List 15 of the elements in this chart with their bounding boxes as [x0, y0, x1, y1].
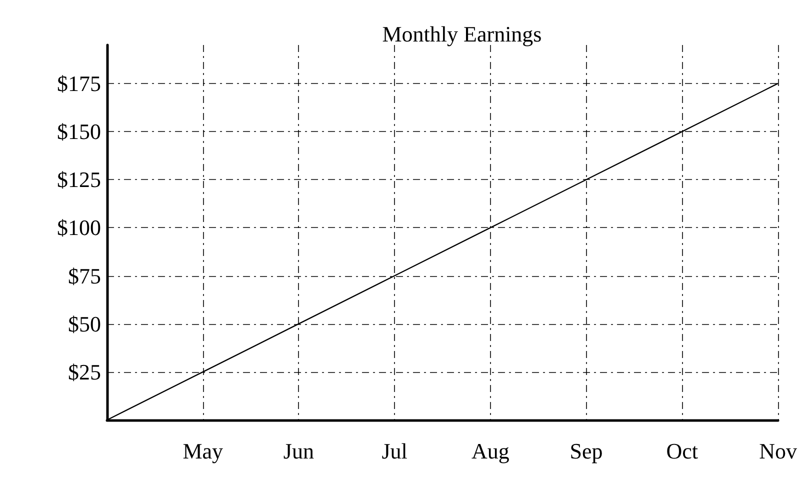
- x-tick-label: May: [182, 438, 224, 464]
- chart-title: Monthly Earnings: [382, 22, 542, 46]
- x-tick-label: Oct: [666, 438, 698, 464]
- y-tick-label: $125: [57, 167, 101, 192]
- y-tick-label: $50: [68, 311, 101, 336]
- x-tick-label: Sep: [570, 438, 603, 464]
- x-tick-label: Jun: [283, 438, 314, 464]
- x-tick-label: Aug: [471, 438, 510, 464]
- y-tick-label: $175: [57, 70, 101, 96]
- y-tick-label: $150: [57, 119, 101, 144]
- y-tick-label: $25: [68, 359, 101, 384]
- y-tick-label: $75: [68, 263, 101, 288]
- x-tick-label: Nov: [759, 438, 797, 464]
- x-tick-label: Jul: [382, 438, 408, 464]
- y-tick-label: $100: [57, 215, 101, 240]
